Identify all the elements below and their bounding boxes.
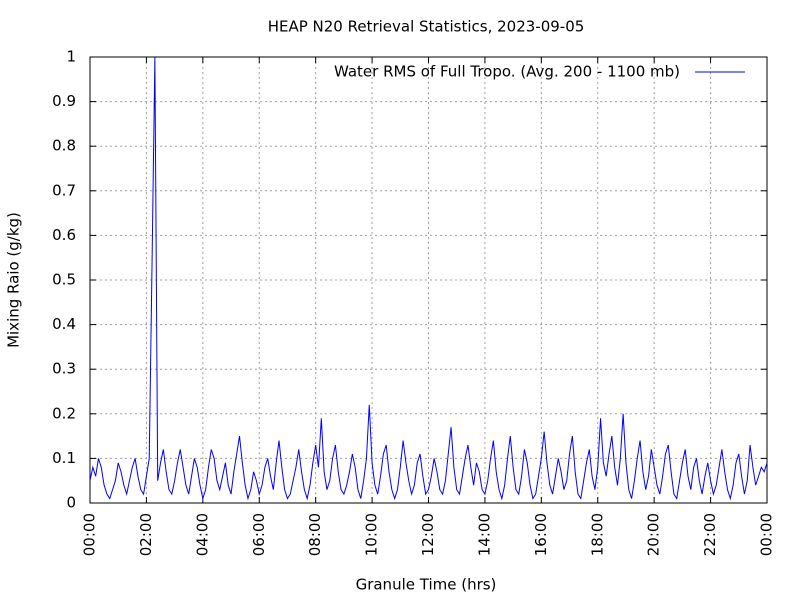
x-tick-label: 12:00 bbox=[419, 513, 437, 556]
x-tick-label: 00:00 bbox=[758, 513, 776, 556]
chart-title: HEAP N20 Retrieval Statistics, 2023-09-0… bbox=[268, 18, 585, 36]
x-axis-label: Granule Time (hrs) bbox=[356, 576, 497, 594]
legend-label: Water RMS of Full Tropo. (Avg. 200 - 110… bbox=[334, 63, 680, 81]
x-tick-label: 18:00 bbox=[588, 513, 606, 556]
y-tick-label: 0.2 bbox=[52, 404, 76, 422]
x-tick-label: 08:00 bbox=[306, 513, 324, 556]
y-tick-label: 0.8 bbox=[52, 137, 76, 155]
x-tick-label: 22:00 bbox=[701, 513, 719, 556]
y-axis-label: Mixing Raio (g/kg) bbox=[5, 212, 23, 348]
x-tick-label: 20:00 bbox=[645, 513, 663, 556]
x-tick-label: 14:00 bbox=[475, 513, 493, 556]
x-tick-label: 00:00 bbox=[81, 513, 99, 556]
y-tick-label: 0 bbox=[66, 494, 76, 512]
x-tick-label: 02:00 bbox=[137, 513, 155, 556]
y-tick-label: 1 bbox=[66, 48, 76, 66]
y-tick-label: 0.7 bbox=[52, 181, 76, 199]
y-tick-label: 0.6 bbox=[52, 226, 76, 244]
x-tick-label: 06:00 bbox=[250, 513, 268, 556]
x-tick-label: 04:00 bbox=[193, 513, 211, 556]
y-tick-label: 0.4 bbox=[52, 315, 76, 333]
y-tick-label: 0.5 bbox=[52, 271, 76, 289]
x-tick-label: 16:00 bbox=[532, 513, 550, 556]
y-tick-label: 0.1 bbox=[52, 449, 76, 467]
data-line bbox=[89, 56, 768, 501]
x-tick-label: 10:00 bbox=[363, 513, 381, 556]
y-tick-label: 0.3 bbox=[52, 360, 76, 378]
y-tick-label: 0.9 bbox=[52, 92, 76, 110]
plot-border bbox=[89, 56, 768, 504]
